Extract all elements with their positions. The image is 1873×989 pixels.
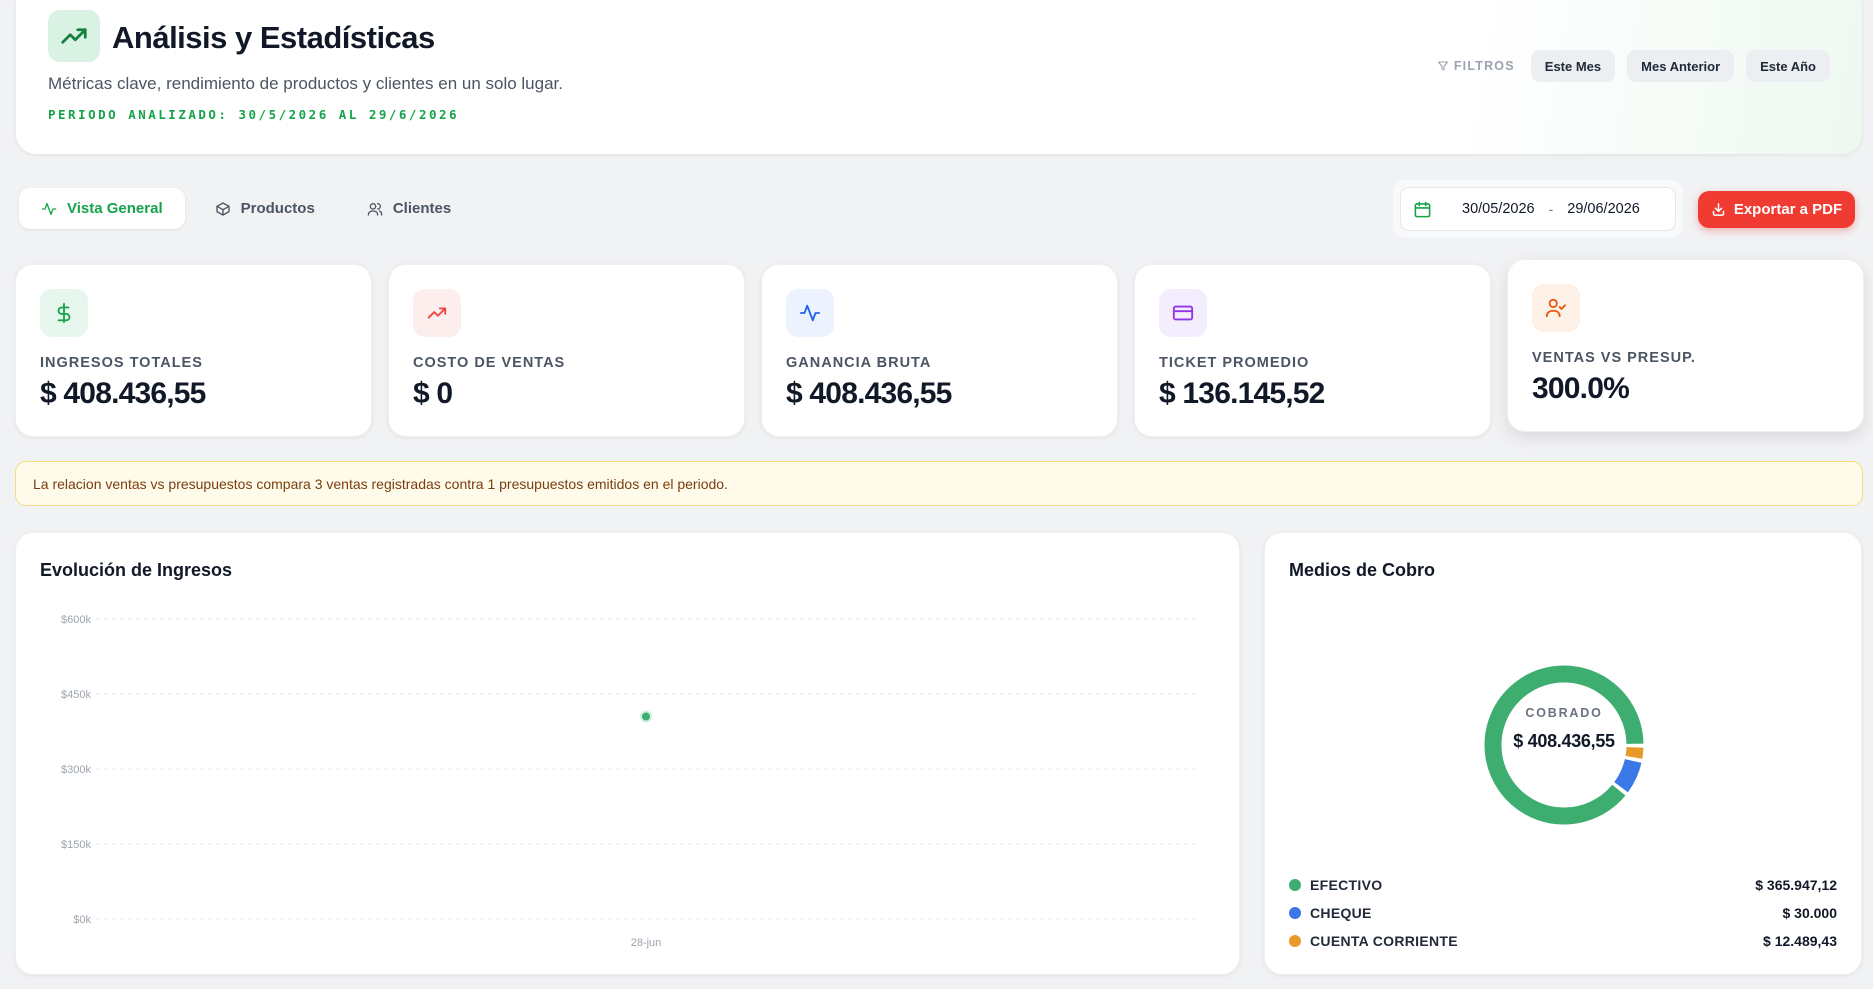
tab-label: Vista General (67, 200, 163, 217)
legend-name: CUENTA CORRIENTE (1310, 933, 1458, 949)
legend-item-cheque: CHEQUE $ 30.000 (1289, 905, 1837, 921)
legend-dot (1289, 907, 1301, 919)
tab-clientes[interactable]: Clientes (345, 188, 473, 229)
tabs: Vista General Productos Clientes (19, 188, 473, 229)
legend-name: EFECTIVO (1310, 877, 1383, 893)
kpi-label: COSTO DE VENTAS (413, 355, 566, 371)
trending-up-icon (413, 289, 461, 337)
donut-slice-cuenta-corriente[interactable] (1625, 747, 1644, 759)
filter-this-month-button[interactable]: Este Mes (1530, 50, 1616, 82)
activity-icon (786, 289, 834, 337)
activity-icon (41, 202, 57, 215)
donut-slice-efectivo[interactable] (1484, 665, 1644, 825)
legend-name: CHEQUE (1310, 905, 1372, 921)
y-tick-label: $300k (61, 764, 91, 776)
tab-label: Clientes (392, 200, 452, 217)
kpi-value: $ 0 (413, 377, 453, 410)
tab-vista-general[interactable]: Vista General (19, 188, 185, 229)
y-tick-label: $450k (61, 689, 91, 701)
credit-card-icon (1159, 289, 1207, 337)
kpi-value: 300.0% (1532, 372, 1630, 405)
y-tick-label: $600k (61, 614, 91, 626)
dollar-icon (40, 289, 88, 337)
kpi-value: $ 408.436,55 (40, 377, 206, 410)
kpi-value: $ 408.436,55 (786, 377, 952, 410)
kpi-card-ventas-vs-presup: VENTAS VS PRESUP. 300.0% (1507, 259, 1864, 432)
y-tick-label: $150k (61, 839, 91, 851)
payments-panel: Medios de Cobro COBRADO $ 408.436,55 EFE… (1264, 532, 1862, 975)
export-pdf-button[interactable]: Exportar a PDF (1698, 191, 1855, 228)
legend-item-cuenta-corriente: CUENTA CORRIENTE $ 12.489,43 (1289, 933, 1837, 949)
kpi-value: $ 136.145,52 (1159, 377, 1325, 410)
export-label: Exportar a PDF (1733, 201, 1843, 218)
page-title: Análisis y Estadísticas (112, 20, 435, 55)
box-icon (215, 201, 230, 216)
x-tick-label: 28-jun (631, 937, 662, 949)
revenue-chart: $0k $150k $300k $450k $600k 28-jun (61, 614, 1196, 949)
revenue-chart-panel: Evolución de Ingresos $0k $150k $300k $450k… (15, 532, 1240, 975)
panel-title: Medios de Cobro (1289, 560, 1436, 580)
filters-label-text: FILTROS (1453, 59, 1515, 73)
filters: FILTROS Este Mes Mes Anterior Este Año (1437, 50, 1830, 82)
header-card: Análisis y Estadísticas Métricas clave, … (16, 0, 1862, 154)
calendar-icon[interactable] (1413, 200, 1432, 219)
kpi-card-ingresos: INGRESOS TOTALES $ 408.436,55 (15, 264, 372, 437)
users-icon (367, 202, 383, 216)
kpi-card-costo: COSTO DE VENTAS $ 0 (388, 264, 745, 437)
date-separator: - (1548, 201, 1554, 217)
legend-amount: $ 365.947,12 (1755, 877, 1837, 893)
kpi-card-ticket: TICKET PROMEDIO $ 136.145,52 (1134, 264, 1491, 437)
data-point[interactable] (640, 710, 652, 723)
date-range-inner: 30/05/2026 - 29/06/2026 (1400, 187, 1676, 231)
date-range-picker: 30/05/2026 - 29/06/2026 (1393, 180, 1683, 238)
donut-slice-cheque[interactable] (1614, 758, 1642, 793)
payments-donut-chart (1484, 665, 1644, 825)
donut-center-value: $ 408.436,55 (1513, 731, 1615, 751)
tab-productos[interactable]: Productos (193, 188, 337, 229)
trending-up-icon (48, 10, 100, 62)
kpi-label: INGRESOS TOTALES (40, 355, 203, 371)
page-subtitle: Métricas clave, rendimiento de productos… (48, 74, 563, 93)
date-to-input[interactable]: 29/06/2026 (1567, 201, 1640, 217)
y-tick-label: $0k (73, 914, 91, 926)
donut-center-label: COBRADO (1525, 706, 1603, 720)
legend-item-efectivo: EFECTIVO $ 365.947,12 (1289, 877, 1837, 893)
panel-title: Evolución de Ingresos (40, 560, 233, 580)
user-check-icon (1532, 284, 1580, 332)
info-banner: La relacion ventas vs presupuestos compa… (15, 461, 1863, 506)
filters-label: FILTROS (1437, 59, 1515, 73)
kpi-label: GANANCIA BRUTA (786, 355, 932, 371)
period-label: PERIODO ANALIZADO: 30/5/2026 AL 29/6/202… (48, 107, 460, 122)
download-icon (1712, 203, 1725, 216)
legend-amount: $ 12.489,43 (1763, 933, 1837, 949)
kpi-label: VENTAS VS PRESUP. (1532, 350, 1696, 366)
tab-label: Productos (240, 200, 315, 217)
date-from-input[interactable]: 30/05/2026 (1462, 201, 1535, 217)
legend-dot (1289, 935, 1301, 947)
filter-last-month-button[interactable]: Mes Anterior (1627, 50, 1735, 82)
legend-amount: $ 30.000 (1782, 905, 1838, 921)
kpi-label: TICKET PROMEDIO (1159, 355, 1310, 371)
filter-this-year-button[interactable]: Este Año (1746, 50, 1830, 82)
kpi-card-ganancia: GANANCIA BRUTA $ 408.436,55 (761, 264, 1118, 437)
filter-icon (1437, 61, 1448, 71)
legend-dot (1289, 879, 1301, 891)
